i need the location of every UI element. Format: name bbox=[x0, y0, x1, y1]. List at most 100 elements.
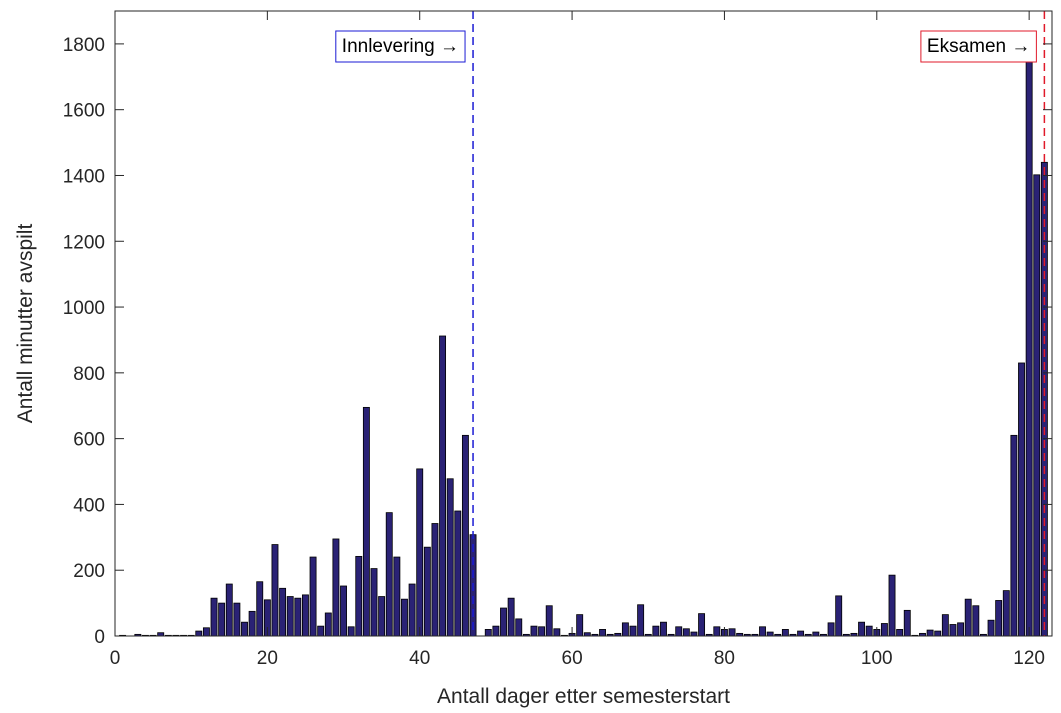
bar bbox=[256, 581, 264, 637]
bar bbox=[934, 630, 942, 637]
bar bbox=[378, 596, 386, 637]
bar bbox=[294, 597, 302, 637]
bar bbox=[781, 629, 789, 637]
y-tick-label: 1200 bbox=[63, 232, 105, 253]
ticks: 0 20 40 60 80 100 1200200400600800100012001400… bbox=[63, 11, 1052, 669]
bar bbox=[218, 602, 226, 637]
bar bbox=[675, 626, 683, 637]
bar bbox=[660, 621, 667, 637]
bar bbox=[340, 585, 347, 637]
bar bbox=[903, 609, 911, 637]
bar bbox=[210, 597, 218, 637]
bar bbox=[987, 619, 995, 637]
y-tick-label: 200 bbox=[73, 561, 105, 582]
annotation-label: Innlevering → bbox=[342, 36, 459, 57]
bar bbox=[1033, 174, 1041, 637]
bar bbox=[797, 630, 805, 637]
bar bbox=[690, 631, 698, 637]
y-tick-label: 600 bbox=[73, 430, 105, 451]
y-axis-label: Antall minutter avspilt bbox=[14, 224, 37, 424]
bar bbox=[652, 625, 660, 637]
bar bbox=[439, 335, 447, 637]
x-tick-label: 40 bbox=[409, 648, 430, 669]
y-tick-label: 0 bbox=[94, 627, 105, 648]
bar bbox=[423, 546, 431, 637]
annotation-box bbox=[335, 30, 466, 63]
bar bbox=[995, 600, 1003, 637]
bar bbox=[324, 612, 332, 637]
bar bbox=[347, 626, 355, 637]
y-tick-label: 1800 bbox=[63, 35, 105, 56]
bar bbox=[888, 574, 896, 637]
x-tick-label: 120 bbox=[1013, 648, 1045, 669]
bar bbox=[241, 621, 248, 637]
bar bbox=[637, 604, 645, 637]
bar bbox=[1002, 590, 1010, 637]
bar bbox=[698, 613, 706, 637]
bar bbox=[416, 468, 424, 637]
plot-frame bbox=[114, 10, 1053, 637]
x-tick-label: 20 bbox=[257, 648, 278, 669]
bar bbox=[515, 618, 523, 637]
bar bbox=[362, 406, 370, 637]
annotation-eksamen: Eksamen → bbox=[920, 30, 1037, 63]
y-tick-label: 1600 bbox=[63, 101, 105, 122]
x-tick-label: 100 bbox=[861, 648, 893, 669]
bar bbox=[865, 625, 873, 637]
x-tick-label: 80 bbox=[714, 648, 735, 669]
bar bbox=[1010, 434, 1018, 637]
bar bbox=[1025, 39, 1033, 637]
bar bbox=[629, 625, 637, 637]
bar bbox=[309, 556, 317, 637]
bar bbox=[682, 628, 690, 637]
bar bbox=[484, 629, 492, 637]
annotation-innlevering: Innlevering → bbox=[335, 30, 466, 63]
bar bbox=[225, 583, 233, 637]
bar bbox=[492, 625, 500, 637]
bar bbox=[759, 626, 766, 637]
bar bbox=[385, 512, 393, 637]
axes bbox=[114, 10, 1053, 637]
bar bbox=[1018, 362, 1025, 637]
bar bbox=[370, 568, 378, 637]
event-markers bbox=[472, 11, 1046, 636]
bar bbox=[728, 628, 736, 637]
bar bbox=[926, 629, 934, 637]
bar bbox=[355, 555, 363, 637]
annotation-box bbox=[920, 30, 1037, 63]
bar bbox=[202, 627, 210, 637]
bar bbox=[195, 630, 203, 637]
bar bbox=[530, 625, 538, 637]
y-tick-label: 400 bbox=[73, 495, 105, 516]
bar bbox=[401, 598, 408, 637]
bar bbox=[317, 625, 325, 637]
bar bbox=[621, 622, 629, 637]
bar bbox=[279, 587, 287, 637]
bar bbox=[957, 622, 965, 637]
annotations: Innlevering → Eksamen → bbox=[335, 30, 1037, 63]
bar bbox=[553, 628, 561, 637]
bar bbox=[964, 598, 972, 637]
bar bbox=[248, 610, 256, 637]
bar bbox=[500, 607, 507, 637]
y-tick-label: 800 bbox=[73, 364, 105, 385]
x-tick-label: 60 bbox=[562, 648, 583, 669]
bars bbox=[119, 39, 1048, 637]
bar bbox=[393, 556, 401, 637]
bar bbox=[332, 538, 340, 637]
bar bbox=[461, 434, 469, 637]
bar bbox=[766, 631, 774, 637]
bar bbox=[286, 596, 294, 637]
y-tick-label: 1400 bbox=[63, 166, 105, 187]
bar bbox=[713, 626, 721, 637]
bar bbox=[896, 629, 904, 637]
bar bbox=[949, 624, 957, 637]
bar bbox=[538, 626, 546, 637]
x-tick-label: 0 bbox=[110, 648, 121, 669]
bar bbox=[446, 478, 454, 637]
bar bbox=[271, 544, 279, 637]
bar bbox=[431, 523, 439, 637]
bar bbox=[301, 594, 309, 637]
bar bbox=[880, 623, 888, 637]
